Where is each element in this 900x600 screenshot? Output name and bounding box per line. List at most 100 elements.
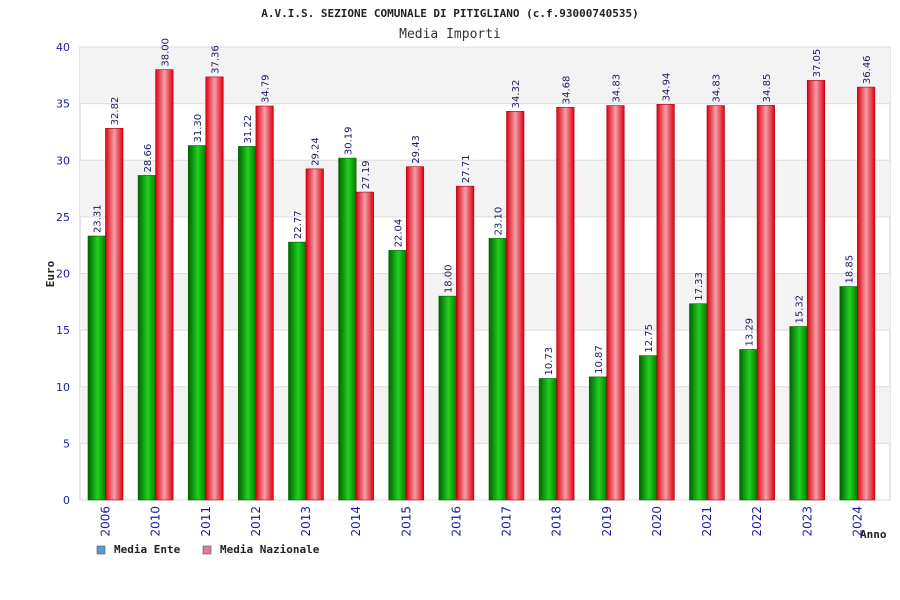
bar-media-ente	[538, 378, 557, 501]
bar-media-nazionale	[606, 105, 625, 501]
bar-media-ente	[238, 146, 257, 501]
data-label: 34.68	[561, 76, 572, 105]
data-label: 17.33	[694, 272, 705, 301]
bar-media-nazionale	[506, 111, 525, 501]
legend-label-media-nazionale: Media Nazionale	[220, 543, 320, 556]
y-tick-label: 25	[56, 211, 70, 224]
bars	[87, 69, 876, 501]
bar-media-nazionale	[656, 104, 675, 501]
data-label: 15.32	[795, 295, 806, 324]
bar-media-nazionale	[456, 185, 475, 501]
x-tick-label: 2014	[349, 506, 363, 537]
y-axis-label: Euro	[44, 260, 57, 287]
data-label: 22.77	[293, 210, 304, 239]
legend-swatch-media-ente	[96, 545, 106, 555]
data-label: 29.24	[311, 137, 322, 166]
data-label: 23.31	[93, 204, 104, 233]
data-label: 10.73	[544, 347, 555, 376]
bar-media-ente	[839, 286, 858, 501]
bar-media-nazionale	[706, 105, 725, 501]
bar-media-nazionale	[806, 80, 826, 501]
x-tick-label: 2010	[149, 506, 163, 537]
y-tick-label: 35	[56, 98, 70, 111]
x-tick-label: 2019	[600, 506, 614, 537]
data-label: 32.82	[110, 97, 121, 126]
bar-media-ente	[137, 175, 156, 501]
bar-media-ente	[588, 376, 608, 501]
data-label: 13.29	[744, 318, 755, 347]
data-labels: 23.31 32.82 28.66 38.00 31.30 37.36 31.22 34.79…	[93, 38, 873, 375]
bar-media-nazionale	[305, 168, 324, 501]
data-label: 34.85	[762, 74, 773, 103]
x-tick-label: 2018	[550, 506, 564, 537]
legend: Media Ente Media Nazionale	[96, 543, 320, 556]
x-tick-label: 2011	[199, 506, 213, 537]
y-tick-label: 10	[56, 381, 70, 394]
y-tick-label: 40	[56, 41, 70, 54]
x-axis-ticks: 2006 2010 2011 2012 2013 2014 2015 2016 2017 2018…	[99, 506, 865, 537]
bar-media-ente	[187, 145, 207, 501]
y-tick-label: 15	[56, 324, 70, 337]
data-label: 34.32	[511, 80, 522, 109]
data-label: 31.22	[243, 115, 254, 144]
y-tick-label: 30	[56, 154, 70, 167]
bar-media-nazionale	[155, 69, 174, 501]
bar-media-nazionale	[255, 105, 274, 501]
x-axis-label: Anno	[860, 528, 887, 541]
data-label: 18.85	[845, 255, 856, 284]
data-label: 23.10	[494, 207, 505, 236]
y-tick-label: 0	[63, 494, 70, 507]
x-tick-label: 2024	[850, 506, 864, 537]
data-label: 34.79	[261, 74, 272, 103]
data-label: 27.71	[461, 155, 472, 184]
bar-media-ente	[739, 349, 758, 501]
bar-media-ente	[639, 355, 658, 501]
data-label: 37.05	[812, 49, 823, 78]
y-tick-label: 5	[63, 437, 70, 450]
data-label: 31.30	[193, 114, 204, 143]
x-tick-label: 2020	[650, 506, 664, 537]
y-tick-label: 20	[56, 268, 70, 281]
data-label: 27.19	[361, 160, 372, 189]
bar-media-ente	[288, 241, 307, 501]
legend-swatch-media-nazionale	[202, 545, 212, 555]
x-tick-label: 2022	[750, 506, 764, 537]
data-label: 36.46	[862, 55, 873, 84]
bar-media-nazionale	[355, 191, 374, 501]
data-label: 10.87	[594, 345, 605, 374]
data-label: 30.19	[343, 126, 354, 155]
data-label: 34.94	[662, 73, 673, 102]
data-label: 22.04	[394, 219, 405, 248]
data-label: 34.83	[712, 74, 723, 103]
data-label: 12.75	[644, 324, 655, 353]
data-label: 34.83	[612, 74, 623, 103]
x-tick-label: 2017	[500, 506, 514, 537]
bar-media-ente	[438, 295, 457, 501]
bar-media-ente	[87, 235, 106, 501]
bar-media-ente	[689, 303, 708, 501]
bar-media-nazionale	[556, 106, 575, 501]
data-label: 29.43	[411, 135, 422, 164]
bar-media-nazionale	[405, 166, 425, 501]
chart-title: A.V.I.S. SEZIONE COMUNALE DI PITIGLIANO …	[261, 7, 639, 20]
bar-media-ente	[338, 157, 357, 501]
bar-media-nazionale	[756, 105, 775, 501]
data-label: 38.00	[160, 38, 171, 67]
x-tick-label: 2016	[449, 506, 463, 537]
data-label: 37.36	[211, 45, 222, 74]
bar-media-ente	[488, 238, 507, 501]
bar-media-nazionale	[105, 128, 124, 501]
y-axis-ticks: 0 5 10 15 20 25 30 35 40	[56, 41, 70, 507]
x-tick-label: 2006	[99, 506, 113, 537]
data-label: 28.66	[143, 144, 154, 173]
x-tick-label: 2021	[700, 506, 714, 537]
bar-media-nazionale	[857, 86, 876, 501]
bar-media-ente	[789, 326, 808, 501]
x-tick-label: 2023	[800, 506, 814, 537]
bar-media-ente	[388, 250, 407, 501]
x-tick-label: 2015	[399, 506, 413, 537]
x-tick-label: 2013	[299, 506, 313, 537]
bar-media-nazionale	[205, 76, 224, 501]
x-tick-label: 2012	[249, 506, 263, 537]
